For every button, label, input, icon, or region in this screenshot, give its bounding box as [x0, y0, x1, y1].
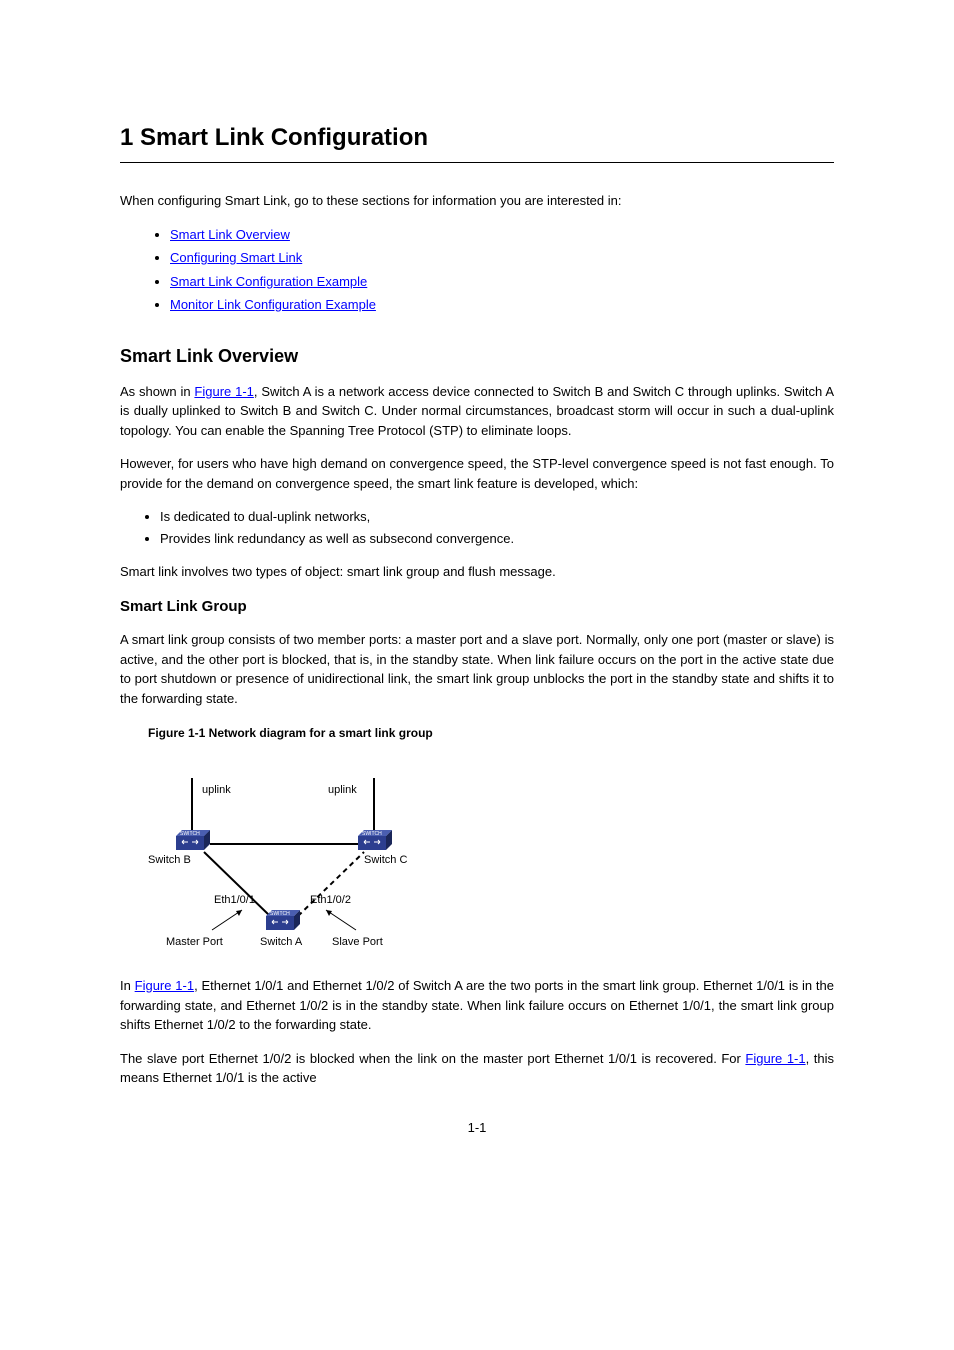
slg-paragraph-2: In Figure 1-1, Ethernet 1/0/1 and Ethern… — [120, 976, 834, 1035]
svg-text:SWITCH: SWITCH — [362, 831, 382, 837]
uplink-label-1: uplink — [202, 782, 231, 799]
toc-item-smart-example[interactable]: Smart Link Configuration Example — [170, 274, 367, 289]
toc-intro: When configuring Smart Link, go to these… — [120, 191, 834, 211]
slg-p3-text-a: The slave port Ethernet 1/0/2 is blocked… — [120, 1051, 745, 1066]
slg-p2-text-a: In — [120, 978, 135, 993]
master-port-label: Master Port — [166, 934, 223, 951]
figure-1-1: Figure 1-1 Network diagram for a smart l… — [148, 724, 834, 962]
switch-b-label: Switch B — [148, 852, 191, 869]
toc-item-monitor-example[interactable]: Monitor Link Configuration Example — [170, 297, 376, 312]
section-overview-title: Smart Link Overview — [120, 343, 834, 370]
feature-list: Is dedicated to dual-uplink networks, Pr… — [160, 507, 834, 548]
feature-item-2: Provides link redundancy as well as subs… — [160, 529, 834, 549]
slg-paragraph-1: A smart link group consists of two membe… — [120, 630, 834, 708]
svg-text:SWITCH: SWITCH — [270, 911, 290, 917]
switch-c-label: Switch C — [364, 852, 407, 869]
figure-ref-3[interactable]: Figure 1-1 — [745, 1051, 805, 1066]
eth2-label: Eth1/0/2 — [310, 892, 351, 909]
figure-caption: Figure 1-1 Network diagram for a smart l… — [148, 724, 834, 742]
toc-list: Smart Link Overview Configuring Smart Li… — [170, 225, 834, 315]
slg-p2-text-b: , Ethernet 1/0/1 and Ethernet 1/0/2 of S… — [120, 978, 834, 1032]
page-number: 1-1 — [120, 1118, 834, 1138]
slave-port-label: Slave Port — [332, 934, 383, 951]
overview-paragraph-1: As shown in Figure 1-1, Switch A is a ne… — [120, 382, 834, 441]
eth1-label: Eth1/0/1 — [214, 892, 255, 909]
switch-a-label: Switch A — [260, 934, 302, 951]
figure-ref-1[interactable]: Figure 1-1 — [194, 384, 253, 399]
overview-p1-text-a: As shown in — [120, 384, 194, 399]
smart-link-group-title: Smart Link Group — [120, 596, 834, 619]
overview-paragraph-2: However, for users who have high demand … — [120, 454, 834, 493]
uplink-label-2: uplink — [328, 782, 357, 799]
slg-paragraph-3: The slave port Ethernet 1/0/2 is blocked… — [120, 1049, 834, 1088]
svg-text:SWITCH: SWITCH — [180, 831, 200, 837]
toc-item-configuring[interactable]: Configuring Smart Link — [170, 250, 302, 265]
chapter-title: 1 Smart Link Configuration — [120, 120, 834, 163]
feature-item-1: Is dedicated to dual-uplink networks, — [160, 507, 834, 527]
network-diagram: SWITCH SWITCH SWITCH uplink uplink Sw — [148, 752, 408, 962]
figure-ref-2[interactable]: Figure 1-1 — [135, 978, 194, 993]
overview-paragraph-3: Smart link involves two types of object:… — [120, 562, 834, 582]
toc-item-overview[interactable]: Smart Link Overview — [170, 227, 290, 242]
